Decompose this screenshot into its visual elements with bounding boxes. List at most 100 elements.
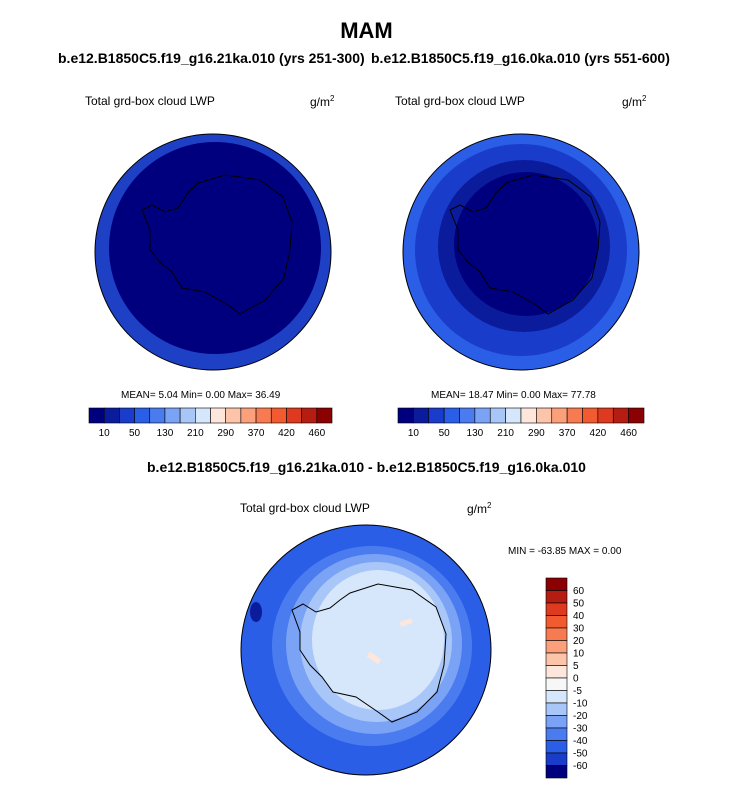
colorbar-cell (240, 407, 257, 424)
colorbar-cell (582, 407, 599, 424)
colorbar-tick-label: 210 (187, 428, 204, 439)
colorbar-cell (545, 652, 568, 666)
colorbar-tick-label: 50 (129, 428, 141, 439)
right-map-border (402, 133, 640, 371)
right-units-label: g/m2 (622, 94, 647, 109)
colorbar-cell (505, 407, 522, 424)
diff-antarctica-coastline (291, 583, 447, 723)
diff-map-border (240, 524, 492, 776)
page-title: MAM (340, 18, 393, 43)
left-variable-label: Total grd-box cloud LWP (85, 94, 215, 108)
colorbar-tick-label: 50 (439, 428, 451, 439)
diff-variable-label: Total grd-box cloud LWP (240, 501, 370, 515)
colorbar-cell (397, 407, 414, 424)
left-panel-case-title: b.e12.B1850C5.f19_g16.21ka.010 (yrs 251-… (58, 50, 365, 66)
colorbar-tick-label: 290 (528, 428, 545, 439)
colorbar-cell (301, 407, 318, 424)
colorbar-tick-label: 0 (573, 674, 579, 685)
diff-stats: MIN = -63.85 MAX = 0.00 (508, 546, 622, 557)
left-stats: MEAN= 5.04 Min= 0.00 Max= 36.49 (121, 390, 281, 401)
colorbar-cell (474, 407, 491, 424)
colorbar-cell (545, 740, 568, 754)
colorbar-cell (545, 615, 568, 629)
colorbar-tick-label: 5 (573, 661, 579, 672)
colorbar-cell (286, 407, 302, 424)
right-polar-map (402, 133, 640, 371)
colorbar-tick-label: 10 (408, 428, 420, 439)
colorbar-cell (210, 407, 226, 424)
colorbar-tick-label: 130 (467, 428, 484, 439)
colorbar-cell (179, 407, 196, 424)
colorbar-cell (545, 590, 568, 604)
difference-polar-map (240, 524, 492, 776)
diff-map-patch (250, 602, 262, 622)
colorbar-cell (443, 407, 460, 424)
diff-map-core (312, 570, 444, 710)
colorbar-cell (428, 407, 445, 424)
colorbar-cell (316, 407, 333, 424)
colorbar-cell (545, 727, 568, 741)
colorbar-cell (88, 407, 105, 424)
difference-panel-title: b.e12.B1850C5.f19_g16.21ka.010 - b.e12.B… (147, 459, 586, 475)
colorbar-tick-label: 20 (573, 636, 585, 647)
colorbar-cell (225, 407, 242, 424)
diff-units-label: g/m2 (467, 501, 492, 516)
colorbar-cell (536, 407, 553, 424)
colorbar-cell (545, 690, 568, 704)
colorbar-tick-label: 10 (573, 649, 585, 660)
colorbar-tick-label: 50 (573, 599, 585, 610)
colorbar-cell (597, 407, 614, 424)
colorbar-tick-label: -50 (573, 749, 588, 760)
colorbar-cell (195, 407, 211, 424)
colorbar-cell (134, 407, 151, 424)
colorbar-tick-label: 130 (157, 428, 174, 439)
diff-map-positive-patch (366, 651, 382, 665)
right-colorbar: 10 50 130 210 290 370 420 460 (397, 407, 645, 439)
left-units-label: g/m2 (310, 94, 335, 109)
colorbar-cell (545, 577, 568, 591)
right-antarctica-coastline (449, 174, 601, 315)
colorbar-tick-label: 420 (590, 428, 607, 439)
colorbar-cell (545, 765, 568, 779)
left-antarctica-coastline (141, 174, 293, 315)
colorbar-cell (103, 407, 120, 424)
colorbar-tick-label: 30 (573, 624, 585, 635)
colorbar-tick-label: -40 (573, 736, 588, 747)
colorbar-tick-label: 60 (573, 586, 585, 597)
right-variable-label: Total grd-box cloud LWP (395, 94, 525, 108)
right-panel-case-title: b.e12.B1850C5.f19_g16.0ka.010 (yrs 551-6… (371, 50, 670, 66)
colorbar-tick-label: 290 (217, 428, 234, 439)
colorbar-tick-label: -10 (573, 699, 588, 710)
colorbar-cell (566, 407, 583, 424)
colorbar-tick-label: -20 (573, 711, 588, 722)
colorbar-cell (551, 407, 568, 424)
colorbar-cell (489, 407, 506, 424)
colorbar-cell (149, 407, 166, 424)
left-map-core (109, 142, 321, 354)
colorbar-cell (413, 407, 430, 424)
colorbar-cell (545, 602, 568, 616)
colorbar-cell (545, 665, 568, 679)
colorbar-tick-label: 10 (99, 428, 111, 439)
colorbar-cell (545, 752, 568, 766)
colorbar-cell (459, 407, 476, 424)
colorbar-cell (545, 715, 568, 729)
colorbar-cell (545, 640, 568, 654)
diff-map-positive-patch (399, 618, 413, 627)
right-map-core (454, 172, 598, 316)
colorbar-tick-label: 370 (248, 428, 265, 439)
colorbar-cell (545, 702, 568, 716)
colorbar-tick-label: -5 (573, 686, 582, 697)
colorbar-cell (545, 677, 568, 691)
colorbar-tick-label: 40 (573, 611, 585, 622)
colorbar-tick-label: -60 (573, 761, 588, 772)
colorbar-tick-label: 460 (620, 428, 637, 439)
colorbar-tick-label: 420 (278, 428, 295, 439)
colorbar-tick-label: 210 (497, 428, 514, 439)
left-colorbar: 10 50 130 210 290 370 420 460 (88, 407, 333, 439)
colorbar-tick-label: 370 (559, 428, 576, 439)
colorbar-cell (520, 407, 537, 424)
right-stats: MEAN= 18.47 Min= 0.00 Max= 77.78 (431, 390, 596, 401)
